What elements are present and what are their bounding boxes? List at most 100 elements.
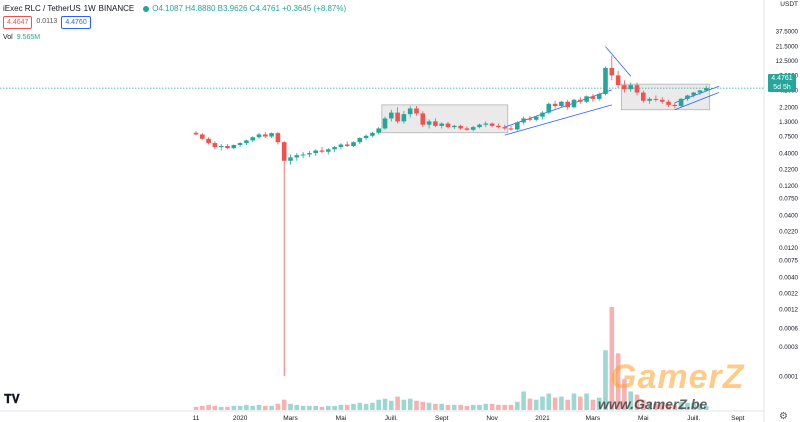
candle-body (647, 98, 652, 101)
y-tick-label: 0.0001 (779, 374, 798, 381)
candle-body (685, 95, 690, 99)
currency-label[interactable]: USDT (780, 1, 798, 8)
candle-body (275, 133, 281, 143)
symbol-header: iExec RLC / TetherUS 1W BINANCE O4.1087 … (3, 4, 346, 13)
symbol-name[interactable]: iExec RLC / TetherUS (3, 4, 81, 13)
candle-body (672, 104, 678, 107)
volume-bar (281, 399, 287, 410)
candle-body (678, 98, 684, 107)
volume-bar (659, 402, 665, 410)
candle-body (622, 85, 627, 90)
candle-body (445, 123, 451, 128)
volume-bars (193, 307, 709, 410)
volume-bar (231, 405, 237, 410)
y-tick-label: 0.0003 (779, 344, 798, 351)
buy-button[interactable]: 4.4760 (61, 16, 91, 29)
candle-body (395, 112, 400, 122)
interval-label[interactable]: 1W (83, 4, 96, 13)
candle-body (483, 123, 489, 125)
candle-body (407, 108, 413, 115)
x-tick-label: 2020 (233, 415, 248, 422)
volume-bar (552, 397, 558, 410)
channel-lower-line (504, 104, 612, 136)
volume-bar (218, 406, 224, 410)
volume-bar (401, 399, 407, 410)
candle-body (470, 127, 476, 130)
volume-bar (250, 405, 255, 410)
candle-body (281, 142, 287, 161)
volume-bar (477, 404, 482, 410)
volume-bar (697, 403, 703, 410)
y-tick-label: 1.3000 (779, 119, 798, 126)
y-tick-label: 0.2200 (779, 167, 798, 174)
candle-body (508, 128, 514, 130)
candle-body (590, 96, 596, 99)
volume-bar (206, 404, 211, 410)
volume-bar (426, 402, 432, 410)
volume-bar (515, 401, 520, 410)
volume-bar (584, 393, 589, 410)
volume-bar (244, 404, 249, 410)
volume-bar (439, 403, 444, 410)
candle-body (502, 127, 507, 129)
volume-label[interactable]: Vol (3, 34, 13, 41)
volume-bar (622, 379, 627, 410)
candle-body (540, 112, 545, 117)
x-tick-label: Mai (638, 415, 648, 422)
volume-bar (344, 404, 350, 410)
sell-button[interactable]: 4.4647 (3, 16, 33, 29)
candle-body (389, 112, 394, 119)
candle-body (370, 132, 375, 136)
candle-body (250, 137, 255, 141)
volume-legend: Vol 9.565M (3, 34, 40, 41)
volume-bar (685, 402, 690, 410)
volume-bar (237, 405, 243, 410)
x-tick-label: 11 (193, 415, 200, 422)
volume-bar (571, 393, 577, 410)
volume-bar (256, 404, 262, 410)
candle-body (307, 153, 312, 155)
volume-bar (540, 396, 545, 410)
volume-bar (653, 403, 659, 410)
volume-bar (603, 350, 608, 410)
volume-bar (326, 405, 331, 410)
candle-body (628, 85, 633, 90)
volume-bar (452, 404, 457, 410)
candle-body (458, 125, 463, 129)
candle-body (641, 92, 646, 101)
volume-bar (464, 405, 470, 410)
volume-bar (502, 404, 507, 410)
tradingview-logo-icon[interactable]: 𝐓𝐕 (4, 392, 20, 406)
candle-body (338, 144, 344, 148)
volume-value: 9.565M (16, 34, 41, 41)
candle-body (691, 92, 696, 96)
volume-bar (666, 403, 671, 410)
settings-gear-icon[interactable]: ⚙ (779, 411, 788, 422)
y-tick-label: 0.0012 (779, 307, 798, 314)
candle-body (533, 116, 539, 120)
candle-body (420, 113, 426, 125)
candlesticks (193, 55, 709, 376)
volume-bar (489, 403, 495, 410)
y-tick-label: 0.4000 (779, 151, 798, 158)
candle-body (319, 150, 325, 152)
candle-body (634, 85, 640, 93)
candle-body (439, 123, 444, 126)
drawing-overlays (0, 46, 764, 136)
bar-countdown: 5d 5h (773, 84, 791, 91)
x-tick-label: Nov (486, 415, 498, 422)
candle-body (256, 134, 262, 138)
volume-bar (546, 393, 552, 410)
candle-body (603, 67, 608, 94)
candle-body (609, 67, 615, 76)
y-tick-label: 0.0075 (779, 257, 798, 264)
x-tick-label: Mars (283, 415, 298, 422)
candle-body (433, 121, 438, 126)
volume-bar (382, 398, 388, 410)
candle-body (357, 138, 363, 143)
spread-value: 0.0113 (36, 18, 58, 25)
volume-bar (212, 405, 218, 410)
volume-bar (641, 399, 646, 410)
market-status-icon (143, 5, 150, 12)
